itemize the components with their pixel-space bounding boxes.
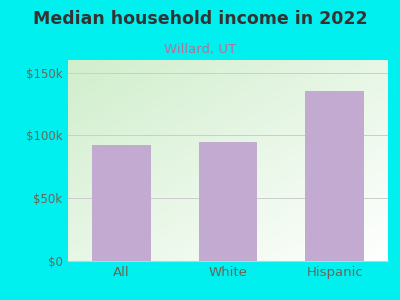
Bar <box>199 142 257 261</box>
Text: Willard, UT: Willard, UT <box>164 44 236 56</box>
Bar <box>92 146 151 261</box>
Bar <box>305 92 364 261</box>
Text: Median household income in 2022: Median household income in 2022 <box>33 11 367 28</box>
